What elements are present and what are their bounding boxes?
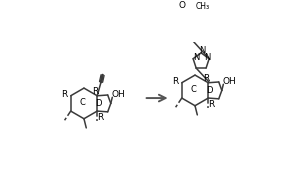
Text: R: R [92,87,98,96]
Text: D: D [206,86,212,95]
Text: C: C [79,98,85,107]
Text: R: R [61,90,68,99]
Text: CH₃: CH₃ [196,2,210,11]
Text: R: R [97,113,103,122]
Text: R: R [173,77,179,86]
Text: R: R [203,74,209,83]
Text: R: R [208,100,214,109]
Text: OH: OH [223,77,236,87]
Text: N: N [204,53,210,62]
Text: D: D [95,99,101,108]
Text: N: N [193,53,199,62]
Text: OH: OH [112,91,125,100]
Text: O: O [178,1,185,10]
Text: C: C [191,85,197,94]
Text: N: N [199,46,205,55]
